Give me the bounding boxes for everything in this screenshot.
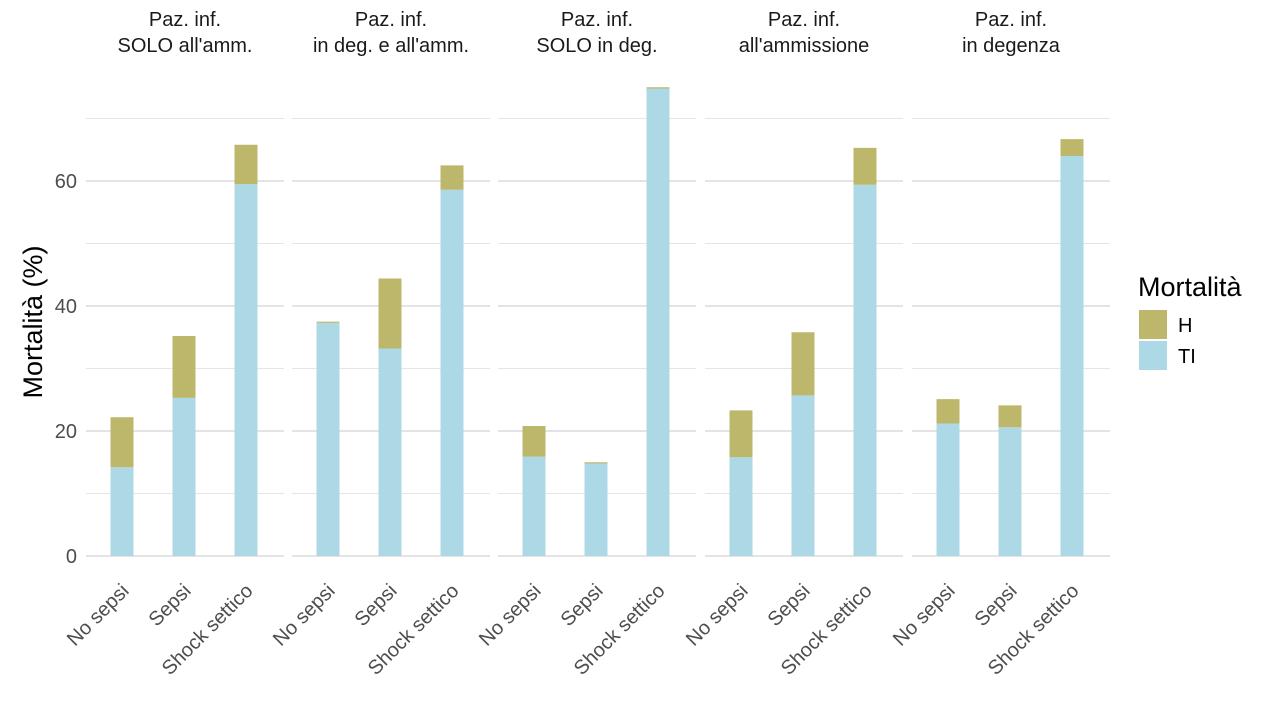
panel-title-line: Paz. inf. [355, 9, 427, 31]
x-tick-label: Sepsi [764, 580, 815, 631]
legend-key [1139, 310, 1167, 339]
bar-segment-ti [378, 348, 402, 556]
bar-segment-ti [172, 397, 196, 556]
bar-segment-ti [853, 184, 877, 556]
bar-segment-h [1060, 139, 1084, 156]
panel: Paz. inf.SOLO in deg.No sepsi SepsiShock … [475, 9, 696, 680]
y-tick-label: 20 [55, 421, 77, 443]
x-tick-label: Sepsi [557, 580, 608, 631]
bar-segment-h [998, 405, 1022, 428]
x-tick-label: No sepsi [889, 580, 960, 651]
x-tick-label: No sepsi [682, 580, 753, 651]
bar-segment-ti [110, 467, 134, 556]
bar-segment-h [440, 165, 464, 190]
bar-segment-h [584, 462, 608, 464]
x-tick-label: No sepsi [475, 580, 546, 651]
legend-label: H [1178, 315, 1192, 337]
bar-segment-ti [1060, 156, 1084, 556]
panel: Paz. inf.SOLO all'amm.No sepsi SepsiShock… [63, 9, 284, 680]
x-tick-label: No sepsi [269, 580, 340, 651]
bar-segment-ti [646, 88, 670, 556]
panel-title-line: in deg. e all'amm. [313, 35, 469, 57]
bar-segment-h [646, 87, 670, 89]
bar-segment-h [936, 399, 960, 424]
y-axis: 0 20 40 60 [55, 171, 77, 568]
legend-label: TI [1178, 346, 1196, 368]
bar-segment-ti [729, 457, 753, 556]
y-tick-label: 60 [55, 171, 77, 193]
bar-segment-h [522, 426, 546, 457]
bar-segment-ti [440, 189, 464, 556]
bar-segment-ti [316, 322, 340, 556]
bar-segment-h [378, 278, 402, 349]
bar-segment-h [110, 417, 134, 468]
legend-key [1139, 341, 1167, 370]
bar-segment-h [791, 332, 815, 396]
panel-title-line: in degenza [962, 35, 1061, 57]
panel: Paz. inf. in deg. e all'amm. No sepsi Sepsi… [269, 9, 490, 680]
x-tick-label: Sepsi [351, 580, 402, 631]
legend-title: Mortalità [1138, 272, 1243, 302]
bar-segment-h [729, 410, 753, 458]
chart-panels: Paz. inf.SOLO all'amm.No sepsi SepsiShock… [63, 9, 1110, 680]
bar-segment-h [853, 147, 877, 185]
bar-segment-h [316, 321, 340, 323]
bar-segment-ti [584, 463, 608, 556]
bar-segment-h [172, 336, 196, 398]
legend: Mortalità H TI [1138, 272, 1243, 370]
x-tick-label: Sepsi [145, 580, 196, 631]
panel-title-line: Paz. inf. [561, 9, 633, 31]
bar-segment-ti [936, 423, 960, 556]
panel-title-line: Paz. inf. [768, 9, 840, 31]
panel-title-line: SOLO in deg. [536, 35, 657, 57]
bar-segment-ti [522, 456, 546, 556]
bar-segment-ti [234, 184, 258, 556]
panel-title-line: SOLO all'amm. [118, 35, 253, 57]
panel-title-line: all'ammissione [739, 35, 870, 57]
x-tick-label: No sepsi [63, 580, 134, 651]
y-tick-label: 0 [66, 546, 77, 568]
bar-segment-h [234, 144, 258, 185]
y-tick-label: 40 [55, 296, 77, 318]
bar-segment-ti [998, 427, 1022, 556]
bar-segment-ti [791, 395, 815, 556]
panel-title-line: Paz. inf. [149, 9, 221, 31]
panel-title-line: Paz. inf. [975, 9, 1047, 31]
x-tick-label: Sepsi [971, 580, 1022, 631]
y-axis-title: Mortalità (%) [18, 245, 48, 398]
